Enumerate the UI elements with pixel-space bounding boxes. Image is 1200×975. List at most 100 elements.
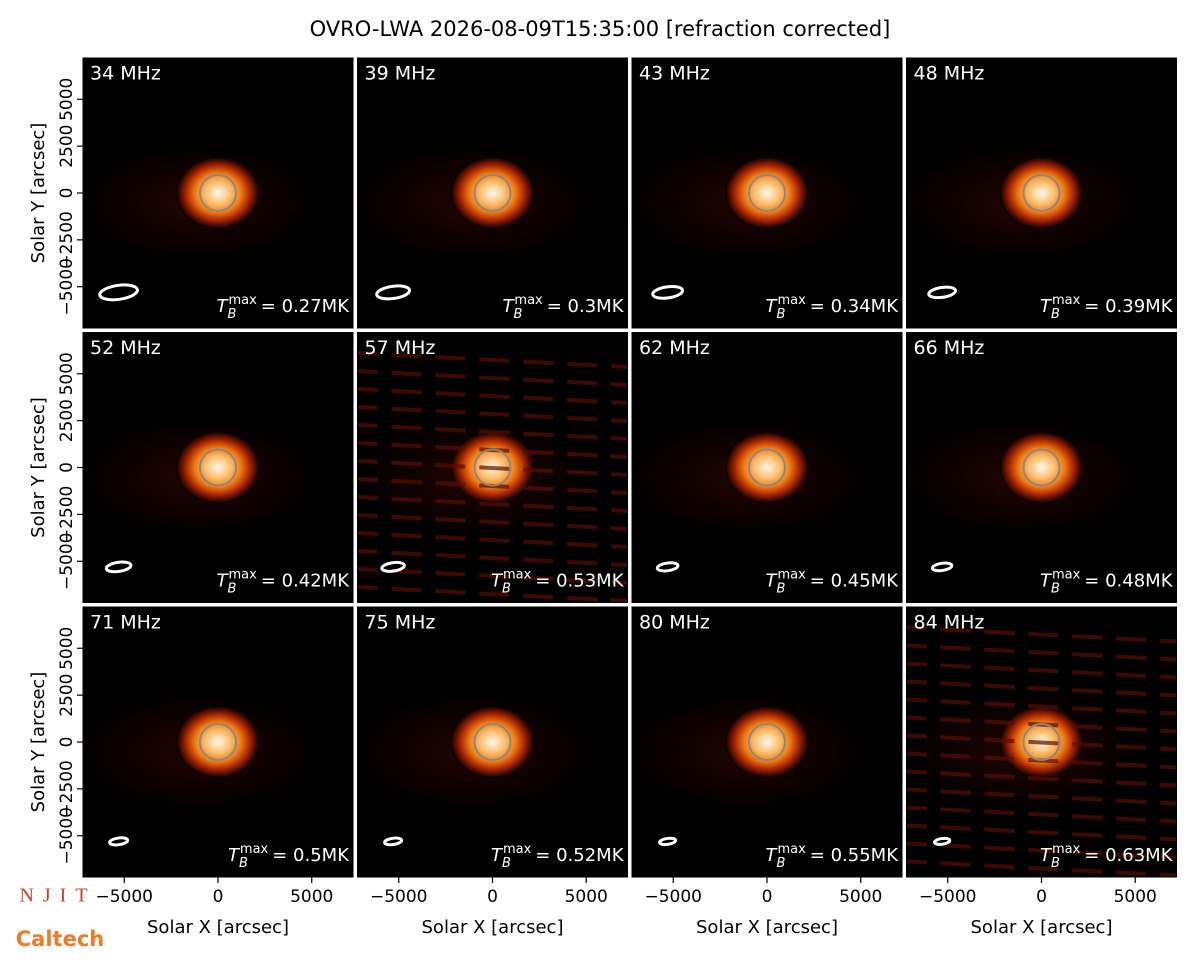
tb-sup: max	[228, 293, 257, 308]
tb-symbol: T	[217, 296, 230, 317]
solar-disk	[1022, 723, 1061, 761]
x-tick-label: −5000	[95, 887, 153, 907]
tb-symbol: T	[766, 571, 779, 592]
beam	[932, 836, 952, 846]
y-axis-label: Solar Y [arcsec]	[28, 123, 49, 264]
beam	[104, 560, 133, 574]
fringe	[906, 787, 1177, 806]
tb-value: = 0.45MK	[810, 571, 899, 592]
fringe	[906, 823, 1177, 842]
tb-sup: max	[777, 842, 806, 857]
x-tick-label: 0	[487, 887, 498, 907]
beam	[658, 836, 678, 847]
tb-sup: max	[1052, 293, 1081, 308]
fringe	[357, 387, 628, 405]
tb-max: TBmax = 0.3MK	[502, 293, 624, 322]
tb-max: TBmax = 0.53MK	[491, 567, 625, 596]
tb-symbol: T	[491, 571, 504, 592]
panel-title: 48 MHz	[914, 63, 985, 85]
fringe	[906, 661, 1177, 680]
panel: 39 MHz TBmax = 0.3MK	[357, 57, 628, 329]
tb-value: = 0.34MK	[810, 296, 899, 317]
tb-max: TBmax = 0.45MK	[766, 567, 900, 596]
panel-title: 75 MHz	[365, 612, 436, 634]
emission	[176, 431, 260, 504]
panel-title: 62 MHz	[639, 337, 710, 359]
tb-symbol: T	[491, 845, 504, 866]
solar-disk	[473, 723, 512, 761]
image	[906, 625, 1177, 877]
y-tick-label: −2500	[57, 486, 77, 544]
tb-sub: B	[777, 856, 786, 871]
emission	[999, 157, 1084, 229]
beam	[108, 836, 130, 847]
y-tick-label: 2500	[57, 124, 77, 167]
fringe	[357, 351, 628, 369]
panel-title: 80 MHz	[639, 612, 710, 634]
x-axis-label: Solar X [arcsec]	[971, 917, 1113, 938]
image	[357, 692, 593, 847]
beam	[383, 836, 404, 847]
fringe	[906, 625, 1177, 644]
tb-value: = 0.3MK	[547, 296, 625, 317]
tb-sup: max	[1052, 567, 1081, 582]
x-tick-label: −5000	[370, 887, 428, 907]
emission	[450, 157, 535, 229]
y-tick-label: −5000	[57, 258, 77, 316]
tb-sub: B	[777, 581, 786, 596]
solar-disk	[199, 174, 237, 212]
tb-symbol: T	[766, 296, 779, 317]
fringe	[357, 531, 628, 549]
frame	[906, 332, 1177, 603]
y-tick-label: 0	[57, 737, 77, 748]
beam	[930, 561, 954, 573]
x-tick-label: 5000	[839, 887, 882, 907]
tb-sub: B	[777, 307, 786, 322]
beam	[375, 284, 412, 301]
panel-title: 34 MHz	[90, 63, 161, 85]
tb-symbol: T	[1040, 845, 1053, 866]
image	[83, 417, 318, 574]
panel: 43 MHz TBmax = 0.34MK	[631, 57, 903, 329]
emission	[725, 431, 809, 504]
emission	[176, 706, 260, 778]
beam	[927, 285, 957, 300]
tb-sub: B	[502, 581, 511, 596]
emission	[450, 706, 535, 778]
solar-disk	[473, 448, 512, 487]
y-tick-label: 2500	[57, 399, 77, 442]
tb-sub: B	[513, 307, 522, 322]
image	[906, 143, 1142, 300]
fringe	[357, 495, 628, 513]
y-tick-label: −5000	[57, 807, 77, 865]
beam	[380, 560, 406, 573]
panel: 52 MHz TBmax = 0.42MK −5000−2500 0 2500 5000 So…	[28, 332, 354, 603]
tb-max: TBmax = 0.27MK	[217, 293, 351, 322]
solar-disk	[748, 448, 786, 487]
emission	[176, 157, 260, 229]
panel: 57 MHz TBmax = 0.53MK	[357, 332, 628, 603]
beam	[651, 285, 685, 300]
x-tick-label: 0	[213, 887, 224, 907]
tb-sup: max	[1052, 842, 1081, 857]
solar-disk	[748, 174, 786, 212]
fringe	[906, 769, 1177, 788]
fringe	[906, 679, 1177, 698]
tb-sub: B	[1051, 307, 1060, 322]
solar-disk	[1022, 448, 1061, 487]
tb-value: = 0.63MK	[1084, 845, 1173, 866]
tb-sup: max	[514, 293, 543, 308]
tb-sub: B	[228, 307, 237, 322]
tb-max: TBmax = 0.55MK	[766, 842, 900, 871]
panel-title: 57 MHz	[365, 337, 436, 359]
tb-sub: B	[239, 856, 248, 871]
frame	[631, 332, 903, 603]
y-tick-label: 2500	[57, 673, 77, 716]
tb-sup: max	[777, 567, 806, 582]
tb-sup: max	[228, 567, 257, 582]
